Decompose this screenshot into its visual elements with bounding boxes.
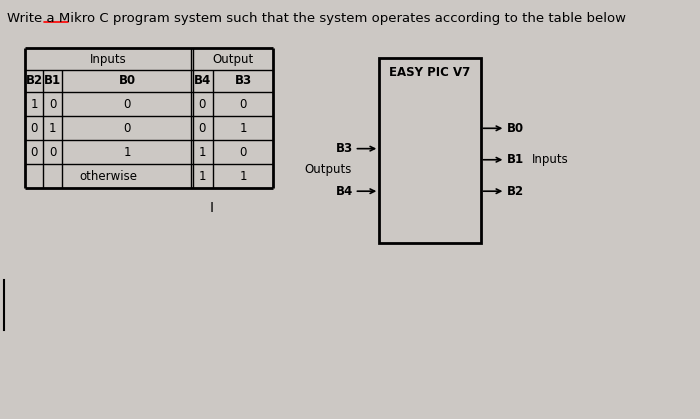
Text: Inputs: Inputs (90, 52, 127, 65)
Text: 0: 0 (30, 145, 38, 158)
Text: B3: B3 (335, 142, 353, 155)
Text: B4: B4 (194, 75, 211, 88)
Text: 1: 1 (199, 170, 206, 183)
Text: 1: 1 (30, 98, 38, 111)
Text: 1: 1 (49, 122, 57, 134)
Text: 1: 1 (199, 145, 206, 158)
Text: 0: 0 (239, 145, 246, 158)
Bar (379, 58, 481, 243)
Text: 0: 0 (239, 98, 246, 111)
Text: Write a Mikro C program system such that the system operates according to the ta: Write a Mikro C program system such that… (7, 12, 626, 25)
Text: B1: B1 (507, 153, 524, 166)
Text: B0: B0 (507, 122, 524, 135)
Text: B1: B1 (44, 75, 61, 88)
Text: B0: B0 (118, 75, 136, 88)
Text: EASY PIC V7: EASY PIC V7 (389, 65, 470, 78)
Text: B3: B3 (234, 75, 251, 88)
Text: 0: 0 (49, 145, 56, 158)
Text: B4: B4 (335, 185, 353, 198)
Text: 0: 0 (123, 122, 131, 134)
Text: B2: B2 (25, 75, 43, 88)
Text: 0: 0 (30, 122, 38, 134)
Text: 0: 0 (199, 122, 206, 134)
Text: Inputs: Inputs (532, 153, 568, 166)
Text: 1: 1 (239, 170, 246, 183)
Text: 1: 1 (239, 122, 246, 134)
Text: 1: 1 (123, 145, 131, 158)
Text: 0: 0 (123, 98, 131, 111)
Text: B2: B2 (507, 185, 524, 198)
Text: I: I (209, 201, 214, 215)
Text: 0: 0 (49, 98, 56, 111)
Text: Output: Output (212, 52, 253, 65)
Text: otherwise: otherwise (80, 170, 137, 183)
Text: Outputs: Outputs (304, 163, 351, 176)
Text: 0: 0 (199, 98, 206, 111)
